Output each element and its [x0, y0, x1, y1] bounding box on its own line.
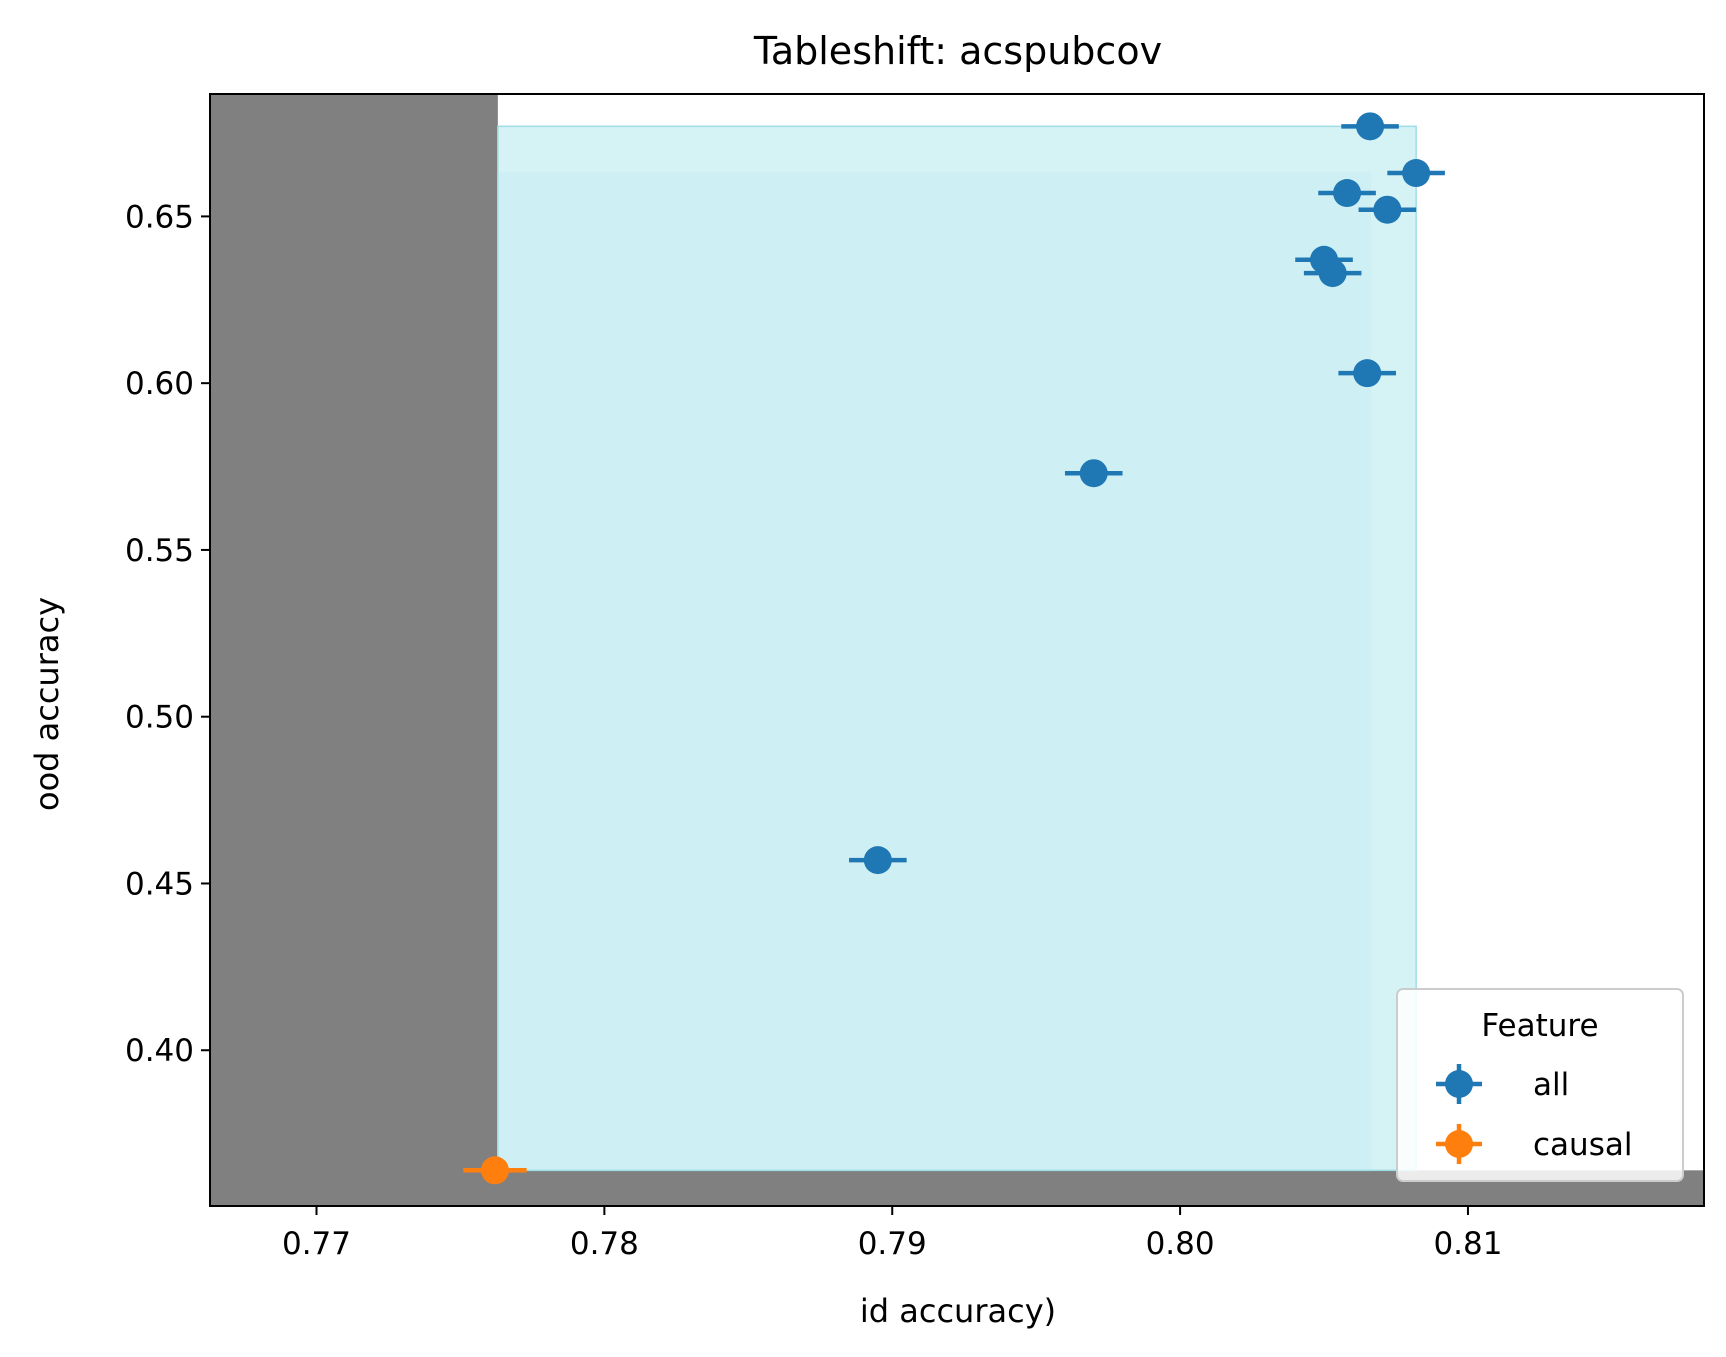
x-tick-label: 0.81: [1433, 1226, 1502, 1262]
point-marker: [1353, 359, 1382, 388]
data-point-all: [1341, 112, 1399, 141]
point-marker: [1356, 112, 1385, 141]
x-tick-label: 0.77: [282, 1226, 351, 1262]
x-axis: 0.77 0.78 0.79 0.80 0.81: [282, 1206, 1502, 1262]
data-point-all: [1318, 179, 1376, 208]
data-point-all: [1303, 259, 1362, 288]
point-marker: [1079, 459, 1108, 488]
legend-entry-all: all: [1436, 1064, 1569, 1104]
y-tick-label: 0.40: [125, 1033, 194, 1069]
data-point-all: [1338, 359, 1396, 388]
point-marker: [1333, 179, 1362, 208]
y-tick-label: 0.55: [125, 533, 194, 569]
data-point-all: [849, 846, 907, 875]
plot-frame: [209, 93, 1705, 1207]
legend-label: all: [1533, 1067, 1569, 1103]
legend-marker: [1445, 1070, 1473, 1098]
data-point-all: [1064, 459, 1123, 488]
x-tick-label: 0.80: [1146, 1226, 1215, 1262]
legend-entry-causal: causal: [1436, 1124, 1632, 1164]
y-tick-label: 0.60: [125, 366, 194, 402]
point-marker: [1373, 195, 1402, 224]
y-tick-label: 0.50: [125, 700, 194, 736]
data-point-all: [1387, 159, 1445, 188]
x-tick-label: 0.79: [858, 1226, 927, 1262]
chart-title: Tableshift: acspubcov: [753, 29, 1162, 73]
y-axis-label: ood accuracy: [28, 597, 66, 811]
point-marker: [1402, 159, 1431, 188]
y-tick-label: 0.65: [125, 199, 194, 235]
legend-title: Feature: [1481, 1008, 1598, 1044]
legend-label: causal: [1533, 1127, 1632, 1163]
legend-marker: [1445, 1130, 1473, 1158]
data-point-all: [1358, 195, 1417, 224]
data-points: [463, 112, 1445, 1185]
legend-box: [1396, 988, 1684, 1182]
x-tick-label: 0.78: [570, 1226, 639, 1262]
point-marker: [863, 846, 892, 875]
legend-entries: all causal: [1436, 1064, 1632, 1164]
y-tick-label: 0.45: [125, 866, 194, 902]
y-axis: 0.40 0.45 0.50 0.55 0.60 0.65: [125, 199, 210, 1069]
data-point-causal: [463, 1156, 527, 1185]
shaded-region-dominance-region-2: [497, 125, 1417, 1172]
point-marker: [480, 1156, 509, 1185]
legend: Feature all causal: [1396, 988, 1684, 1182]
x-axis-label: id accuracy): [860, 1292, 1056, 1330]
shaded-region-below-causal: [210, 94, 498, 1206]
point-marker: [1318, 259, 1347, 288]
